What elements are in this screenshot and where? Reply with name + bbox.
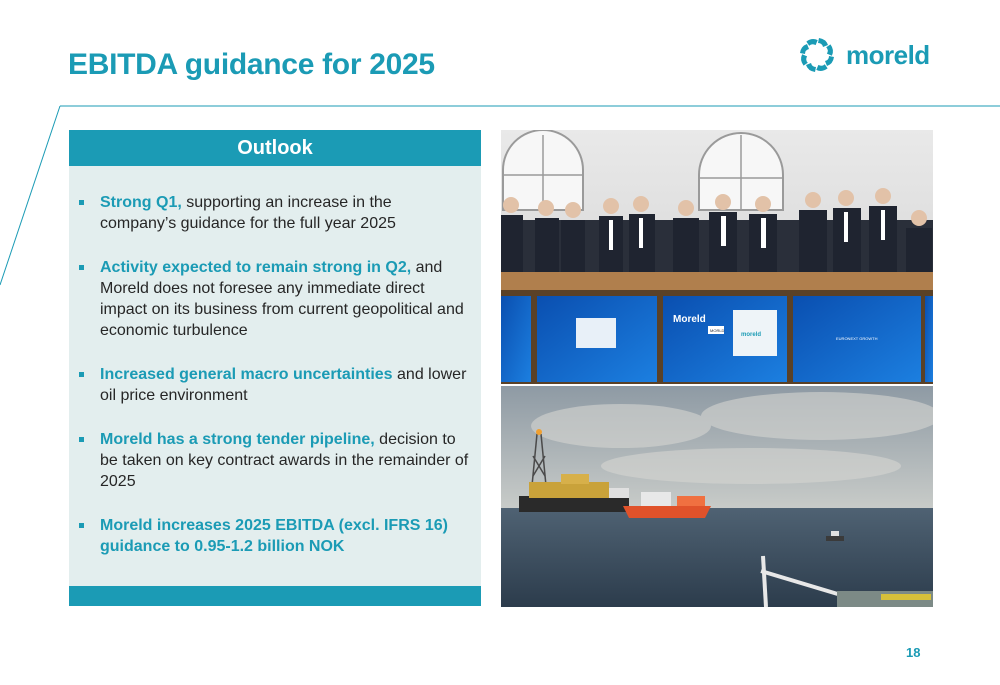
- bullet-text: and Moreld does not foresee any immediat…: [100, 259, 464, 339]
- listing-ceremony-photo: Moreld MORLD moreld EURONEXT GROWTH: [501, 130, 933, 384]
- page-number: 18: [906, 645, 921, 660]
- bullet-highlight: Activity expected to remain strong in Q2…: [100, 259, 412, 276]
- bullet-text: and lower oil price environment: [100, 366, 467, 404]
- bullet-item: Strong Q1, supporting an increase in the…: [79, 192, 471, 234]
- screen-logo-small: moreld: [741, 332, 761, 338]
- bullet-item: Moreld increases 2025 EBITDA (excl. IFRS…: [79, 515, 471, 557]
- bullet-highlight: Increased general macro uncertainties: [100, 366, 393, 383]
- outlook-bullet-list: Strong Q1, supporting an increase in the…: [69, 166, 481, 557]
- bullet-text: supporting an increase in the company’s …: [100, 194, 396, 232]
- sunburst-logo-icon: [800, 38, 834, 72]
- company-logo: moreld: [797, 34, 930, 76]
- logo-text: moreld: [846, 39, 930, 70]
- bullet-highlight: Strong Q1,: [100, 194, 182, 211]
- outlook-panel: Outlook Strong Q1, supporting an increas…: [69, 130, 481, 606]
- screen-logo: Moreld: [673, 314, 706, 325]
- outlook-footer-bar: [69, 586, 481, 606]
- bullet-item: Activity expected to remain strong in Q2…: [79, 257, 471, 341]
- screen-tag: MORLD: [710, 328, 725, 333]
- screen-right-text: EURONEXT GROWTH: [836, 336, 878, 341]
- ceremony-illustration: Moreld MORLD moreld EURONEXT GROWTH: [501, 130, 933, 384]
- offshore-installation-photo: [501, 386, 933, 607]
- bullet-item: Increased general macro uncertainties an…: [79, 364, 471, 406]
- slide-title: EBITDA guidance for 2025: [68, 48, 435, 81]
- bullet-text: decision to be taken on key contract awa…: [100, 431, 469, 490]
- outlook-header: Outlook: [69, 130, 481, 166]
- bullet-item: Moreld has a strong tender pipeline, dec…: [79, 429, 471, 492]
- bullet-highlight: Moreld has a strong tender pipeline,: [100, 431, 375, 448]
- bullet-highlight: Moreld increases 2025 EBITDA (excl. IFRS…: [100, 517, 448, 555]
- offshore-illustration: [501, 386, 933, 607]
